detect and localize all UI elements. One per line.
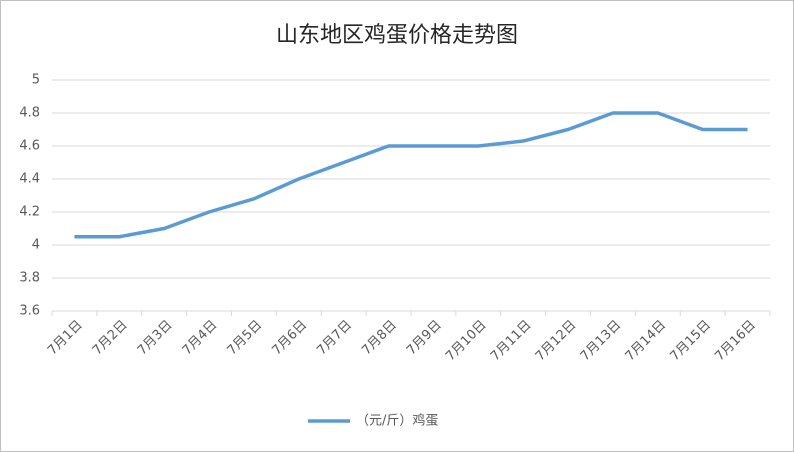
y-tick-label: 4.2 bbox=[19, 205, 40, 220]
y-tick-label: 4 bbox=[32, 238, 40, 253]
y-tick-label: 4.4 bbox=[19, 172, 40, 187]
legend-label: （元/斤）鸡蛋 bbox=[356, 413, 438, 429]
y-tick-label: 4.8 bbox=[19, 106, 40, 121]
y-tick-label: 3.8 bbox=[19, 271, 40, 286]
y-tick-label: 5 bbox=[32, 73, 40, 88]
y-tick-label: 3.6 bbox=[19, 304, 40, 319]
line-series bbox=[74, 111, 748, 239]
y-tick-label: 4.6 bbox=[19, 139, 40, 154]
chart-title: 山东地区鸡蛋价格走势图 bbox=[276, 23, 518, 48]
